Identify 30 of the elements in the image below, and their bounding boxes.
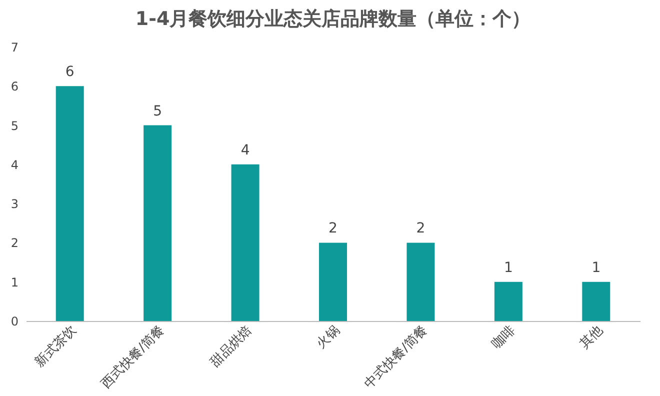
data-label: 1	[504, 260, 513, 276]
bar	[56, 86, 84, 321]
x-tick-label: 中式快餐/简餐	[362, 322, 431, 392]
x-tick-label: 其他	[577, 322, 606, 352]
bar	[406, 242, 435, 321]
y-tick-label: 6	[10, 80, 18, 94]
data-label: 4	[240, 142, 250, 158]
x-tick-label: 西式快餐/简餐	[98, 322, 168, 392]
data-label: 1	[592, 260, 601, 276]
data-label: 2	[416, 220, 426, 237]
x-tick-label: 甜品烘焙	[208, 322, 256, 370]
x-tick-label: 咖啡	[489, 322, 518, 352]
data-label: 6	[65, 64, 74, 80]
y-tick-label: 0	[10, 314, 18, 328]
bar	[144, 125, 172, 321]
data-label: 5	[153, 103, 162, 120]
bar	[319, 242, 347, 321]
y-tick-label: 7	[10, 40, 18, 54]
data-label: 2	[328, 220, 338, 237]
bar	[582, 282, 610, 321]
bar	[231, 164, 260, 321]
y-tick-label: 1	[10, 275, 18, 290]
y-tick-label: 2	[10, 236, 18, 250]
x-tick-label: 火锅	[314, 322, 343, 352]
y-tick-label: 5	[10, 118, 18, 133]
x-tick-label: 新式茶饮	[32, 322, 80, 370]
y-tick-label: 4	[10, 158, 18, 172]
y-tick-label: 3	[10, 197, 18, 212]
bar	[494, 282, 522, 321]
chart-title: 1-4月餐饮细分业态关店品牌数量（单位：个）	[135, 8, 531, 30]
